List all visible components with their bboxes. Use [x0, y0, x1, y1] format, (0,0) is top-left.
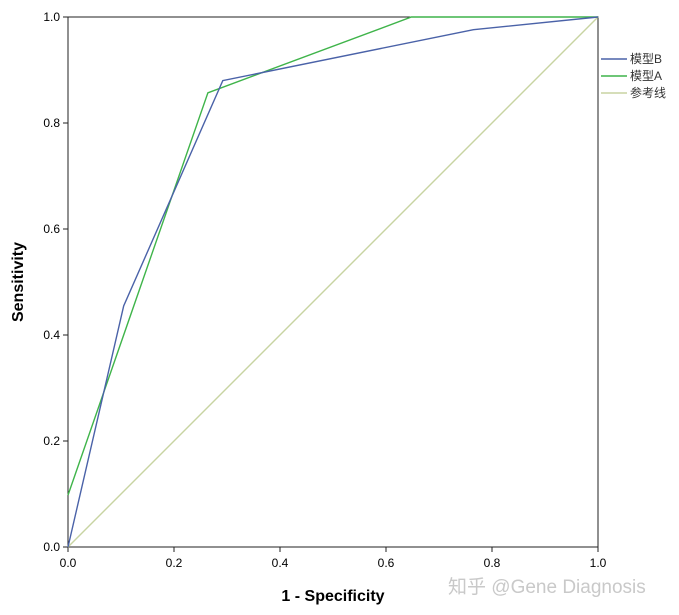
- y-axis-ticks: 0.0 0.2 0.4 0.6 0.8 1.0: [43, 10, 68, 554]
- legend-label-reference: 参考线: [630, 85, 666, 100]
- x-axis-title: 1 - Specificity: [281, 588, 384, 605]
- series-line-model-b: [67, 16, 599, 548]
- y-tick-label: 0.8: [43, 116, 60, 130]
- watermark: 知乎 @Gene Diagnosis: [448, 577, 646, 598]
- x-tick-label: 0.0: [60, 556, 77, 570]
- x-tick-label: 0.4: [272, 556, 289, 570]
- legend-label-model-b: 模型B: [630, 52, 662, 66]
- y-tick-label: 0.0: [43, 540, 60, 554]
- legend-label-model-a: 模型A: [630, 69, 662, 83]
- x-axis-ticks: 0.0 0.2 0.4 0.6 0.8 1.0: [60, 547, 607, 570]
- y-tick-label: 0.4: [43, 328, 60, 342]
- series-lines: [67, 16, 599, 548]
- x-tick-label: 0.8: [484, 556, 501, 570]
- series-line-reference: [67, 16, 599, 548]
- x-tick-label: 0.6: [378, 556, 395, 570]
- x-tick-label: 1.0: [590, 556, 607, 570]
- y-axis-title: Sensitivity: [10, 242, 27, 322]
- y-tick-label: 1.0: [43, 10, 60, 24]
- series-line-model-a: [67, 16, 598, 496]
- y-tick-label: 0.2: [43, 434, 60, 448]
- legend: 模型B 模型A 参考线: [601, 52, 666, 100]
- x-tick-label: 0.2: [166, 556, 183, 570]
- y-tick-label: 0.6: [43, 222, 60, 236]
